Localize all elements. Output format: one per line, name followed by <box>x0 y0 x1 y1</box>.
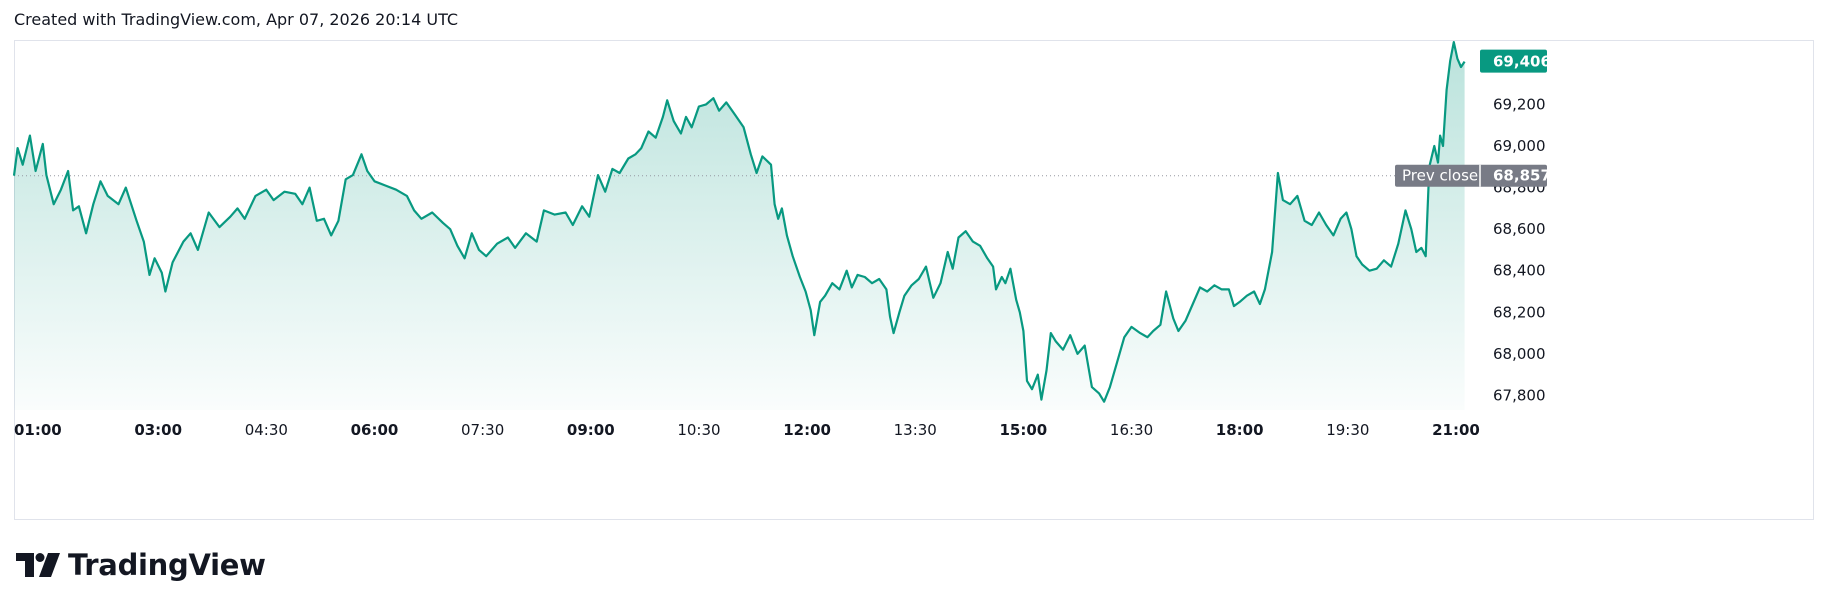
tradingview-logo-text: TradingView <box>68 548 266 582</box>
x-axis: 01:00 03:00 04:30 06:00 07:30 09:00 10:30 12:00… <box>14 421 1480 439</box>
price-badges: Prev close 68,857 69,406 <box>1395 49 1551 187</box>
prev-close-badge-bg <box>1395 164 1547 187</box>
x-tick-label: 04:30 <box>245 421 288 439</box>
prev-close-value: 68,857 <box>1493 167 1551 185</box>
x-tick-label: 12:00 <box>783 421 831 439</box>
y-tick-label: 68,400 <box>1493 262 1546 280</box>
price-line-layer <box>12 41 1466 403</box>
x-tick-label: 03:00 <box>134 421 182 439</box>
x-tick-label: 01:00 <box>14 421 62 439</box>
x-tick-label: 10:30 <box>677 421 720 439</box>
x-tick-label: 06:00 <box>351 421 399 439</box>
y-tick-label: 68,000 <box>1493 345 1546 363</box>
price-chart[interactable]: 67,80068,00068,20068,40068,60068,80069,0… <box>0 0 1830 540</box>
x-tick-label: 18:00 <box>1216 421 1264 439</box>
x-tick-label: 15:00 <box>1000 421 1048 439</box>
last-price-badge-bg <box>1480 49 1547 73</box>
y-axis: 67,80068,00068,20068,40068,60068,80069,0… <box>1493 95 1546 404</box>
chart-created-caption: Created with TradingView.com, Apr 07, 20… <box>14 10 459 29</box>
price-area-fill <box>14 42 1465 410</box>
x-tick-label: 07:30 <box>461 421 504 439</box>
price-line <box>12 41 1466 403</box>
x-tick-label: 21:00 <box>1432 421 1480 439</box>
x-tick-label: 16:30 <box>1110 421 1153 439</box>
x-tick-label: 13:30 <box>894 421 937 439</box>
prev-close-badge: Prev close 68,857 <box>1395 164 1551 187</box>
x-tick-label: 09:00 <box>567 421 615 439</box>
tradingview-logo-icon <box>16 553 60 577</box>
tradingview-logo[interactable]: TradingView <box>16 548 266 582</box>
y-tick-label: 68,200 <box>1493 303 1546 321</box>
y-tick-label: 69,200 <box>1493 95 1546 113</box>
last-price-badge: 69,406 <box>1480 49 1551 73</box>
y-tick-label: 69,000 <box>1493 137 1546 155</box>
y-tick-label: 67,800 <box>1493 386 1546 404</box>
last-price-value: 69,406 <box>1493 53 1551 71</box>
area-fill-layer <box>14 42 1465 410</box>
y-tick-label: 68,600 <box>1493 220 1546 238</box>
prev-close-text: Prev close <box>1402 167 1478 185</box>
x-tick-label: 19:30 <box>1326 421 1369 439</box>
